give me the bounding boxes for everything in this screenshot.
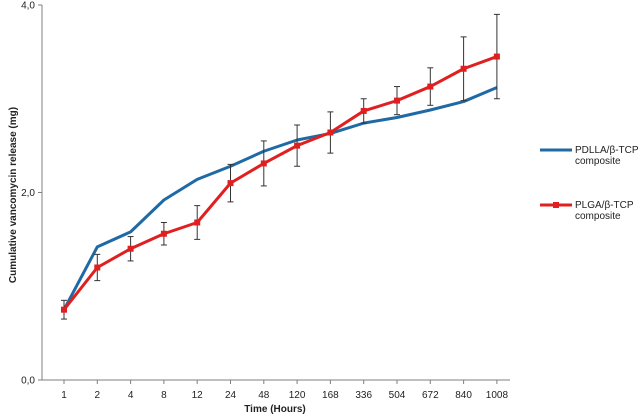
series-1	[62, 86, 498, 311]
x-axis-title: Time (Hours)	[244, 404, 306, 415]
x-tick-label: 4	[128, 390, 134, 401]
data-point	[360, 107, 367, 114]
data-point	[327, 129, 334, 136]
series-line	[62, 86, 498, 311]
series-2	[61, 13, 500, 320]
x-tick-label: 48	[258, 390, 270, 401]
legend-label: composite	[575, 156, 621, 167]
series-layer	[61, 13, 500, 320]
data-point	[394, 97, 400, 104]
data-point	[260, 160, 267, 167]
data-point	[493, 53, 500, 60]
axes: 0,02,04,01 2 4 8 12 24 48 120 168 336 504 672 840 100…	[21, 1, 510, 401]
x-tick-label: 504	[389, 390, 406, 401]
x-tick-label: 672	[422, 390, 439, 401]
data-point	[61, 306, 67, 313]
x-tick-label: 1008	[486, 390, 509, 401]
data-point	[194, 219, 201, 226]
y-tick-label: 4,0	[21, 1, 35, 12]
x-tick-label: 1	[61, 390, 67, 401]
x-tick-label: 336	[355, 390, 372, 401]
y-axis-title: Cumulative vancomycin release (mg)	[8, 107, 19, 283]
legend-swatch-marker	[553, 202, 559, 208]
y-tick-label: 2,0	[21, 188, 35, 199]
data-point	[294, 142, 301, 149]
series-line	[62, 55, 498, 311]
data-point	[427, 83, 434, 90]
data-point	[127, 245, 134, 252]
y-tick-label: 0,0	[21, 376, 35, 387]
data-point	[94, 264, 101, 271]
x-tick-label: 840	[455, 390, 472, 401]
x-tick-label: 8	[161, 390, 167, 401]
legend-label: composite	[575, 211, 621, 222]
legend-label: PLGA/β-TCP	[575, 200, 634, 211]
data-point	[460, 65, 467, 72]
x-tick-label: 168	[322, 390, 339, 401]
data-point	[160, 230, 167, 237]
x-tick-label: 120	[289, 390, 306, 401]
data-point	[227, 180, 234, 187]
x-tick-label: 12	[192, 390, 204, 401]
legend-label: PDLLA/β-TCP	[575, 145, 639, 156]
x-tick-label: 2	[95, 390, 101, 401]
x-tick-label: 24	[225, 390, 237, 401]
